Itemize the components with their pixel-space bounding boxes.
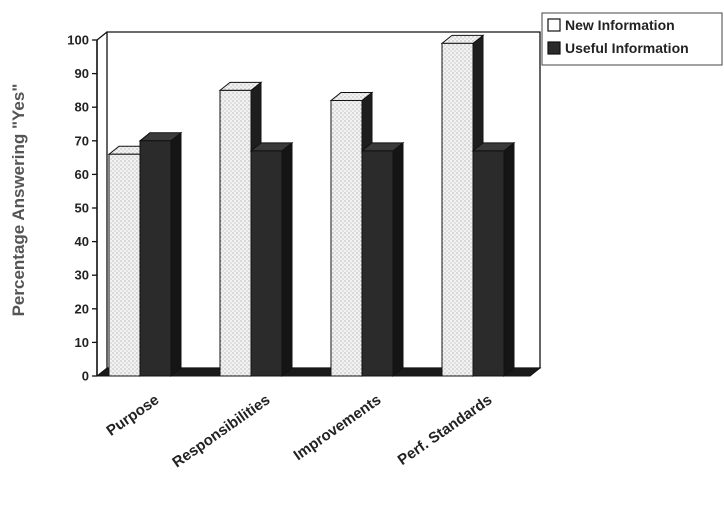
x-category-label: Purpose (103, 391, 162, 439)
y-tick-label: 90 (75, 66, 89, 81)
bar (249, 141, 294, 378)
y-tick-label: 70 (75, 133, 89, 148)
y-tick-label: 10 (75, 335, 89, 350)
bars (107, 34, 516, 378)
y-axis: 0 10 20 30 40 50 60 70 80 90 100 (67, 31, 108, 384)
bar (138, 131, 183, 378)
x-axis-labels: Purpose Responsibilities Improvements Perf.… (103, 391, 495, 471)
legend: New Information Useful Information (541, 12, 723, 66)
bar-front (250, 150, 283, 377)
legend-swatch (547, 41, 561, 55)
y-tick-label: 80 (75, 100, 89, 115)
x-category-label: Improvements (291, 391, 385, 464)
y-axis-top-edge (96, 31, 108, 41)
bar (471, 141, 516, 378)
legend-label: New Information (565, 17, 675, 33)
bar-front (441, 42, 474, 377)
bar-front (219, 89, 252, 377)
legend-box (541, 12, 723, 66)
y-tick-label: 50 (75, 201, 89, 216)
bar-front (108, 153, 141, 377)
bar (360, 141, 405, 378)
plot-walls (95, 31, 542, 377)
y-axis-title: Percentage Answering "Yes" (9, 84, 28, 317)
bar-front (361, 150, 394, 377)
legend-label: Useful Information (565, 40, 689, 56)
bar-side (281, 141, 293, 378)
y-tick-label: 30 (75, 268, 89, 283)
bar-front (472, 150, 505, 377)
bar-side (170, 131, 182, 378)
x-category-label: Perf. Standards (395, 391, 496, 469)
y-tick-label: 60 (75, 167, 89, 182)
bar-side (503, 141, 515, 378)
bar-front (330, 99, 363, 377)
bar-side (392, 141, 404, 378)
legend-swatch (547, 18, 561, 32)
y-tick-label: 40 (75, 234, 89, 249)
y-tick-label: 0 (82, 369, 89, 384)
y-tick-label: 100 (67, 33, 89, 48)
bar-front (139, 140, 172, 377)
y-tick-label: 20 (75, 301, 89, 316)
x-category-label: Responsibilities (169, 391, 273, 471)
